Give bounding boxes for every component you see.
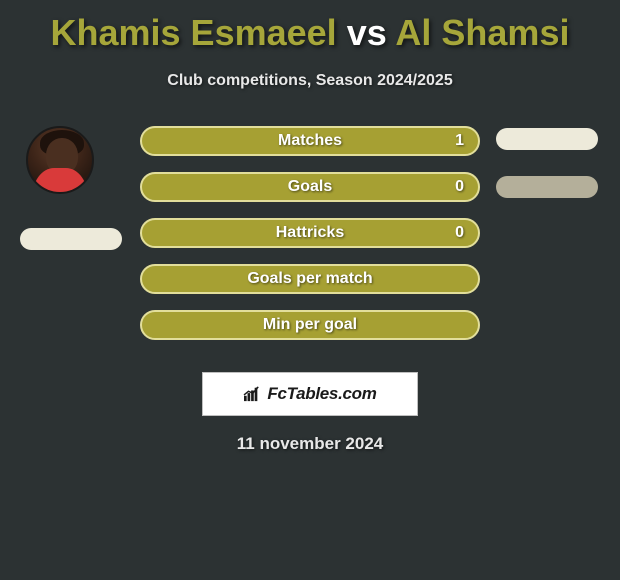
stat-label: Hattricks [276, 224, 344, 242]
title-player-1: Khamis Esmaeel [51, 12, 337, 53]
player-2-name-pill [496, 176, 598, 198]
stat-value: 1 [455, 132, 464, 150]
title-player-2: Al Shamsi [395, 12, 569, 53]
stat-bar-hattricks: Hattricks 0 [140, 218, 480, 248]
player-1-avatar [26, 126, 94, 194]
stat-bar-matches: Matches 1 [140, 126, 480, 156]
stat-label: Matches [278, 132, 342, 150]
stats-area: Matches 1 Goals 0 Hattricks 0 Goals per … [0, 126, 620, 366]
title-vs: vs [347, 12, 387, 53]
stat-bars: Matches 1 Goals 0 Hattricks 0 Goals per … [140, 126, 480, 356]
branding-text: FcTables.com [267, 384, 376, 404]
stat-bar-min-per-goal: Min per goal [140, 310, 480, 340]
footer-date: 11 november 2024 [0, 434, 620, 454]
branding-box: FcTables.com [202, 372, 418, 416]
stat-bar-goals-per-match: Goals per match [140, 264, 480, 294]
subtitle: Club competitions, Season 2024/2025 [0, 72, 620, 90]
stat-label: Goals per match [247, 270, 372, 288]
stat-bar-goals: Goals 0 [140, 172, 480, 202]
stat-value: 0 [455, 178, 464, 196]
player-1-name-pill [20, 228, 122, 250]
stat-label: Goals [288, 178, 332, 196]
player-2-avatar-pill [496, 128, 598, 150]
avatar-jersey [32, 168, 88, 194]
stat-value: 0 [455, 224, 464, 242]
page-title: Khamis Esmaeel vs Al Shamsi [0, 0, 620, 54]
bar-chart-arrow-icon [243, 386, 261, 402]
stat-label: Min per goal [263, 316, 357, 334]
